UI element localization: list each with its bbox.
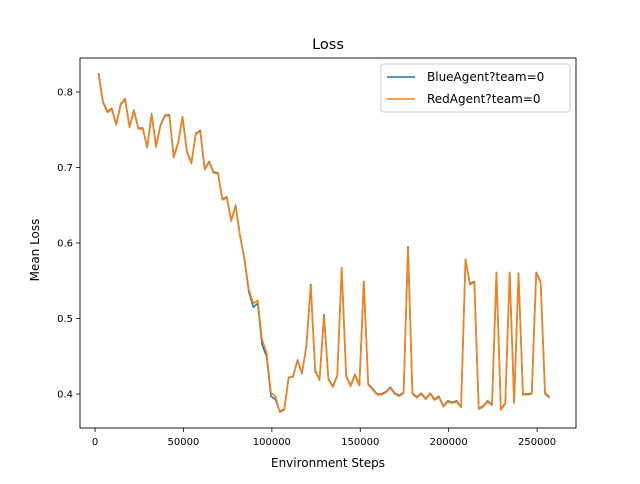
chart-title: Loss — [312, 37, 344, 53]
series-line-redagent — [97, 74, 550, 413]
x-axis-label: Environment Steps — [271, 456, 385, 470]
legend-label: RedAgent?team=0 — [427, 92, 541, 106]
x-tick-label: 250000 — [518, 437, 556, 448]
y-tick-label: 0.6 — [57, 239, 73, 250]
y-tick-label: 0.4 — [57, 390, 73, 401]
legend: BlueAgent?team=0 RedAgent?team=0 — [380, 63, 571, 113]
plot-area-frame — [79, 57, 577, 429]
x-axis-ticks: 0 50000 100000 150000 200000 250000 — [92, 428, 556, 448]
x-tick-label: 0 — [92, 437, 98, 448]
y-axis-ticks: 0.4 0.5 0.6 0.7 0.8 — [57, 88, 80, 401]
x-tick-label: 200000 — [430, 437, 468, 448]
x-tick-label: 50000 — [168, 437, 200, 448]
x-tick-label: 100000 — [253, 437, 291, 448]
legend-box — [380, 63, 571, 113]
series-layer — [97, 72, 550, 413]
x-tick-label: 150000 — [341, 437, 379, 448]
y-tick-label: 0.8 — [57, 88, 73, 99]
y-tick-label: 0.7 — [57, 163, 73, 174]
y-axis-label: Mean Loss — [28, 219, 42, 282]
y-tick-label: 0.5 — [57, 314, 73, 325]
legend-label: BlueAgent?team=0 — [427, 70, 544, 84]
